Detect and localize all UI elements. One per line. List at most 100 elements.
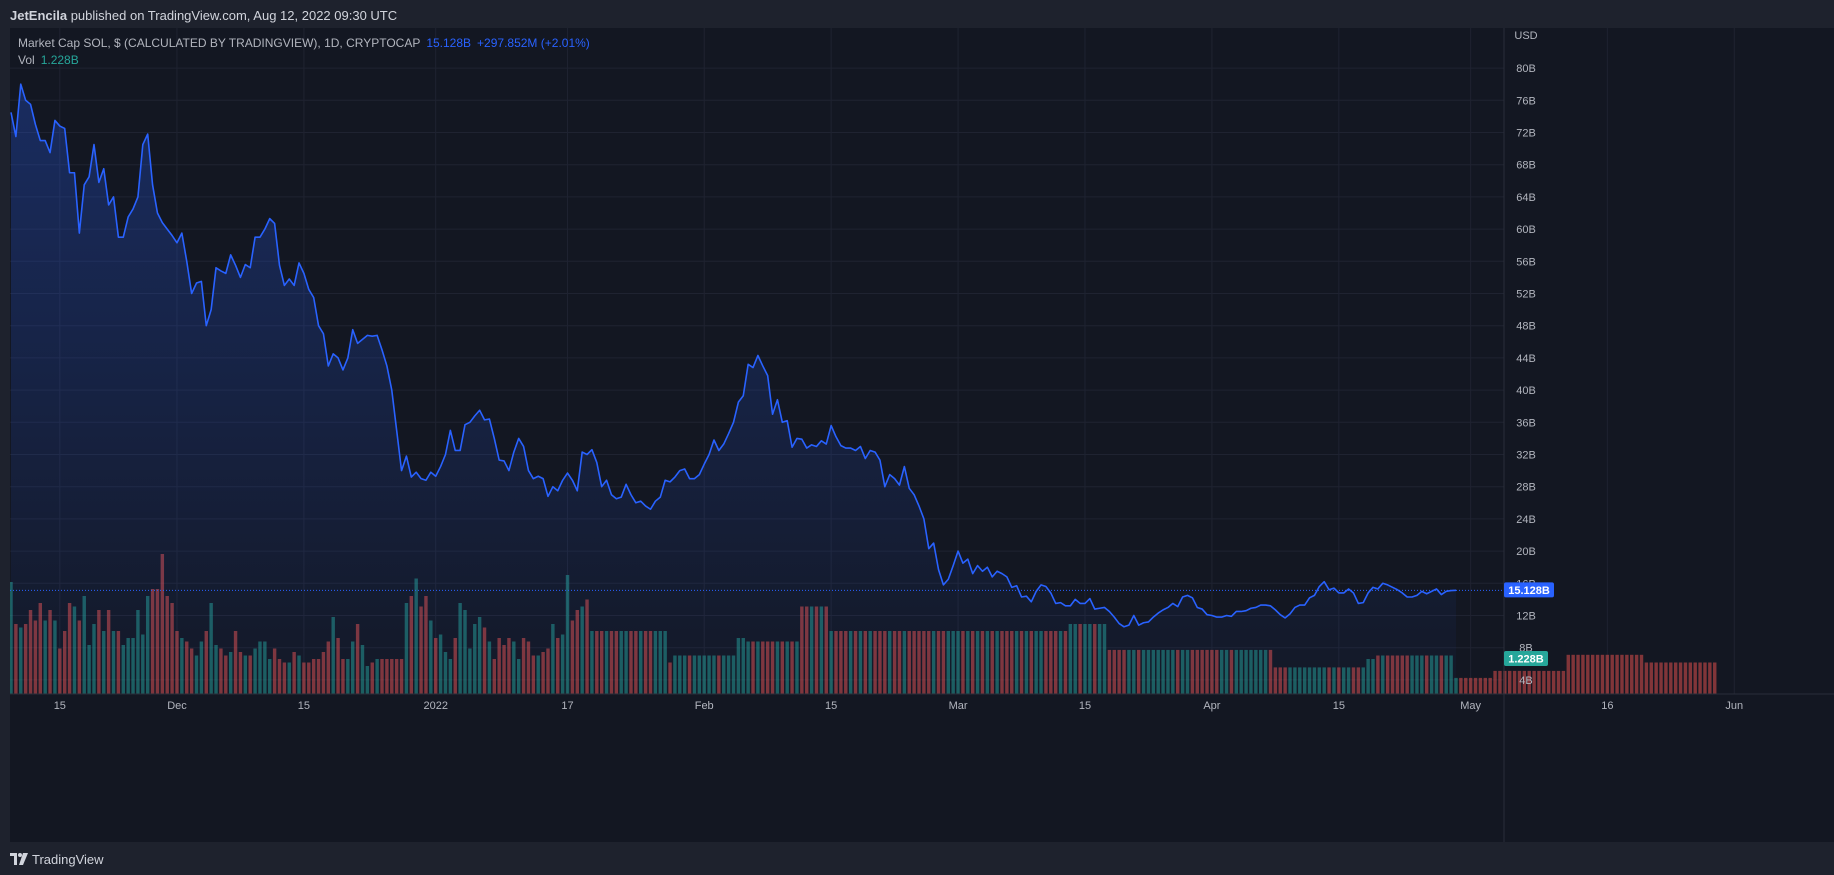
- y-tick-label: 60B: [1516, 224, 1536, 236]
- publish-info: published on TradingView.com, Aug 12, 20…: [67, 8, 398, 23]
- legend-symbol[interactable]: Market Cap SOL, $ (CALCULATED BY TRADING…: [18, 36, 421, 50]
- publish-bar: JetEncila published on TradingView.com, …: [0, 0, 1834, 28]
- volume-bar: [1459, 677, 1463, 694]
- volume-bar: [1669, 662, 1673, 694]
- volume-bar: [1517, 670, 1522, 694]
- volume-bar: [1673, 662, 1678, 694]
- y-tick-label: 56B: [1516, 256, 1536, 268]
- y-tick-label: 40B: [1516, 385, 1536, 397]
- last-price-tag: [1504, 582, 1554, 598]
- volume-bar: [1590, 654, 1595, 694]
- legend-vol-value: 1.228B: [40, 53, 79, 67]
- area-layer: [11, 84, 1456, 694]
- tradingview-logo-text: TradingView: [32, 851, 104, 867]
- x-tick-label: 16: [1601, 700, 1613, 712]
- publish-author[interactable]: JetEncila: [10, 8, 68, 23]
- volume-bar: [1532, 670, 1536, 694]
- x-tick-label: Dec: [167, 700, 187, 712]
- volume-bar: [1698, 662, 1702, 694]
- publish-text: JetEncila published on TradingView.com, …: [10, 8, 397, 23]
- chart-frame[interactable]: 4B8B12B16B20B24B28B32B36B40B44B48B52B56B…: [10, 28, 1834, 842]
- volume-bar: [1464, 677, 1468, 694]
- axis-layer: 4B8B12B16B20B24B28B32B36B40B44B48B52B56B…: [10, 28, 1834, 842]
- volume-bar: [1708, 662, 1712, 694]
- x-tick-label: 15: [1079, 700, 1091, 712]
- volume-bar: [1561, 670, 1566, 694]
- volume-bar: [1620, 654, 1624, 694]
- volume-bar: [1610, 654, 1614, 694]
- volume-bar: [1527, 670, 1531, 694]
- volume-bar: [1703, 662, 1707, 694]
- y-tick-label: 28B: [1516, 482, 1536, 494]
- volume-bar: [1537, 670, 1541, 694]
- legend-main-row: Market Cap SOL, $ (CALCULATED BY TRADING…: [18, 35, 590, 52]
- volume-bar: [1595, 654, 1600, 694]
- volume-bar: [1468, 677, 1473, 694]
- x-tick-label: May: [1460, 700, 1481, 712]
- y-tick-label: 48B: [1516, 321, 1536, 333]
- volume-bar: [1634, 654, 1639, 694]
- volume-bar: [1639, 654, 1644, 694]
- x-tick-label: Jun: [1725, 700, 1743, 712]
- y-tick-label: 64B: [1516, 192, 1536, 204]
- currency-label[interactable]: USD: [1514, 30, 1537, 42]
- line-layer: [10, 83, 1504, 628]
- volume-bar: [1678, 662, 1683, 694]
- volume-bar: [1625, 654, 1629, 694]
- x-tick-label: 15: [1333, 700, 1345, 712]
- volume-bar: [1556, 670, 1561, 694]
- x-tick-label: 2022: [423, 700, 447, 712]
- y-tick-label: 68B: [1516, 160, 1536, 172]
- volume-bar: [1615, 654, 1619, 694]
- price-line[interactable]: [10, 83, 1457, 628]
- volume-bar: [1507, 670, 1512, 694]
- y-tick-label: 32B: [1516, 450, 1536, 462]
- volume-bar: [1644, 662, 1649, 694]
- volume-bar: [1512, 670, 1517, 694]
- y-tick-label: 76B: [1516, 95, 1536, 107]
- volume-bar: [1600, 654, 1605, 694]
- volume-bar: [1630, 654, 1634, 694]
- volume-bar: [1581, 654, 1585, 694]
- volume-bar: [1649, 662, 1653, 694]
- y-tick-label: 80B: [1516, 63, 1536, 75]
- volume-bar: [1566, 654, 1570, 694]
- volume-bar: [1664, 662, 1668, 694]
- tag-layer: 15.128B 1.228B: [1504, 582, 1554, 666]
- chart-svg[interactable]: 4B8B12B16B20B24B28B32B36B40B44B48B52B56B…: [10, 28, 1834, 842]
- x-tick-label: 17: [561, 700, 573, 712]
- last-volume-tag: [1504, 651, 1548, 666]
- y-tick-label: 4B: [1519, 675, 1532, 687]
- volume-bar: [1605, 654, 1610, 694]
- volume-bar: [1488, 677, 1492, 694]
- x-tick-label: Mar: [949, 700, 968, 712]
- y-tick-label: 44B: [1516, 353, 1536, 365]
- volume-bar: [1522, 670, 1527, 694]
- last-price-tag-label: 15.128B: [1508, 585, 1550, 597]
- volume-bar: [1659, 662, 1663, 694]
- legend-change: +297.852M (+2.01%): [477, 36, 590, 50]
- tradingview-logo[interactable]: TradingView: [10, 850, 104, 868]
- y-tick-label: 36B: [1516, 417, 1536, 429]
- x-tick-label: 15: [54, 700, 66, 712]
- x-tick-label: 15: [298, 700, 310, 712]
- volume-bar: [1654, 662, 1658, 694]
- volume-bar: [1688, 662, 1693, 694]
- y-tick-label: 20B: [1516, 546, 1536, 558]
- price-area: [11, 84, 1456, 694]
- y-tick-label: 24B: [1516, 514, 1536, 526]
- legend-vol-label[interactable]: Vol: [18, 53, 35, 67]
- tradingview-logo-icon: [10, 853, 28, 865]
- volume-bar: [1551, 670, 1556, 694]
- x-tick-label: 15: [825, 700, 837, 712]
- volume-bar: [1576, 654, 1580, 694]
- y-tick-label: 52B: [1516, 289, 1536, 301]
- volume-bar: [1498, 670, 1502, 694]
- volume-bar: [1586, 654, 1590, 694]
- volume-bar: [1503, 670, 1507, 694]
- footer: [0, 842, 1834, 875]
- volume-bar: [1483, 677, 1487, 694]
- last-volume-tag-label: 1.228B: [1508, 654, 1544, 666]
- volume-bar: [1547, 670, 1551, 694]
- volume-bar: [1493, 670, 1497, 694]
